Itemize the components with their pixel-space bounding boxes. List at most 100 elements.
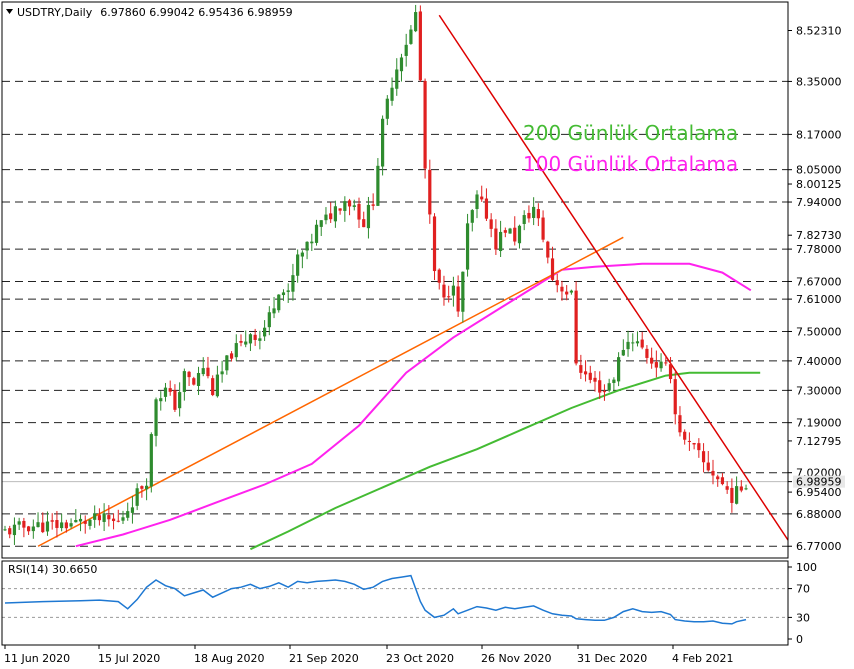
candle <box>541 210 545 243</box>
candle <box>130 495 135 524</box>
candle <box>560 280 564 301</box>
candle <box>277 294 281 313</box>
candle <box>489 213 493 238</box>
rsi-grid <box>2 588 788 618</box>
candle <box>343 196 347 222</box>
svg-text:8.00125: 8.00125 <box>796 178 842 191</box>
svg-text:8.05000: 8.05000 <box>796 164 842 177</box>
candle <box>678 406 682 437</box>
candle <box>730 478 734 513</box>
rsi-line <box>4 574 747 625</box>
candle <box>229 351 234 362</box>
candle <box>381 115 385 176</box>
svg-text:6.98959: 6.98959 <box>796 476 842 489</box>
candle <box>428 159 432 224</box>
rsi-axis: 100 70 30 0 <box>788 561 817 646</box>
candle <box>517 224 522 249</box>
triangle-down-icon[interactable] <box>6 9 13 14</box>
price-tick: 8.52310 <box>788 25 842 38</box>
candle <box>385 95 389 126</box>
candle <box>513 216 517 246</box>
ma200-legend: 200 Günlük Ortalama <box>523 121 738 145</box>
candle <box>154 397 158 447</box>
candle <box>187 370 191 386</box>
candle <box>607 378 611 393</box>
candle <box>532 197 536 226</box>
rsi-tick: 30 <box>788 611 810 624</box>
svg-text:7.78000: 7.78000 <box>796 243 842 256</box>
candle <box>239 334 243 347</box>
candle <box>319 220 323 237</box>
candle <box>111 513 116 530</box>
svg-text:31 Dec 2020: 31 Dec 2020 <box>577 652 647 665</box>
candle <box>550 246 555 282</box>
price-tick: 6.95400 <box>788 486 842 499</box>
svg-text:7.94000: 7.94000 <box>796 196 842 209</box>
price-pane-frame <box>1 1 789 559</box>
candle <box>31 519 35 539</box>
candle <box>499 220 503 258</box>
candle <box>267 306 271 336</box>
candle <box>451 276 455 307</box>
chart-header: USDTRY,Daily 6.97860 6.99042 6.95436 6.98… <box>6 6 293 19</box>
candle <box>305 241 309 260</box>
candle <box>206 356 210 379</box>
svg-text:11 Jun 2020: 11 Jun 2020 <box>4 652 70 665</box>
candle <box>192 376 196 386</box>
svg-text:7.19000: 7.19000 <box>796 417 842 430</box>
candle <box>97 508 101 526</box>
candle <box>399 53 404 82</box>
time-axis: 11 Jun 2020 15 Jul 2020 18 Aug 2020 21 Sep … <box>4 645 733 665</box>
rsi-tick: 100 <box>788 561 817 574</box>
candle <box>442 275 446 306</box>
candle <box>635 331 640 347</box>
time-tick: 11 Jun 2020 <box>4 645 70 665</box>
candle <box>329 202 333 223</box>
candle <box>692 442 696 450</box>
svg-text:7.50000: 7.50000 <box>796 325 842 338</box>
candle <box>654 350 658 378</box>
candle <box>395 58 399 96</box>
candle <box>527 205 531 223</box>
candle <box>244 330 248 348</box>
candle <box>598 371 602 399</box>
rsi-series <box>4 574 747 625</box>
svg-text:26 Nov 2020: 26 Nov 2020 <box>481 652 551 665</box>
candle <box>253 328 257 346</box>
price-tick: 6.88000 <box>788 508 842 521</box>
candle <box>93 505 97 528</box>
candle <box>78 514 83 532</box>
svg-text:8.52310: 8.52310 <box>796 25 842 38</box>
candle <box>480 185 484 202</box>
svg-text:8.17000: 8.17000 <box>796 128 842 141</box>
candle <box>697 438 701 458</box>
svg-text:70: 70 <box>796 583 810 596</box>
candle <box>300 250 304 269</box>
svg-text:30: 30 <box>796 611 810 624</box>
candle <box>569 289 573 295</box>
candle <box>418 5 422 82</box>
candle <box>60 513 64 532</box>
candle <box>196 366 201 395</box>
candle <box>390 77 394 106</box>
time-tick: 18 Aug 2020 <box>194 645 264 665</box>
svg-text:100: 100 <box>796 561 817 574</box>
candle <box>720 472 725 486</box>
candle <box>366 196 371 239</box>
candle <box>617 352 621 387</box>
candle <box>376 158 380 206</box>
candle <box>716 474 720 487</box>
candle <box>225 355 229 375</box>
candle <box>659 353 663 372</box>
candle <box>423 78 427 179</box>
time-tick: 4 Feb 2021 <box>672 645 733 665</box>
candle <box>640 331 644 350</box>
candle <box>286 283 290 303</box>
candle <box>140 485 144 498</box>
candle <box>432 213 437 281</box>
candle <box>475 190 479 219</box>
candle <box>583 360 588 382</box>
candle <box>333 200 337 228</box>
candle <box>437 268 441 290</box>
